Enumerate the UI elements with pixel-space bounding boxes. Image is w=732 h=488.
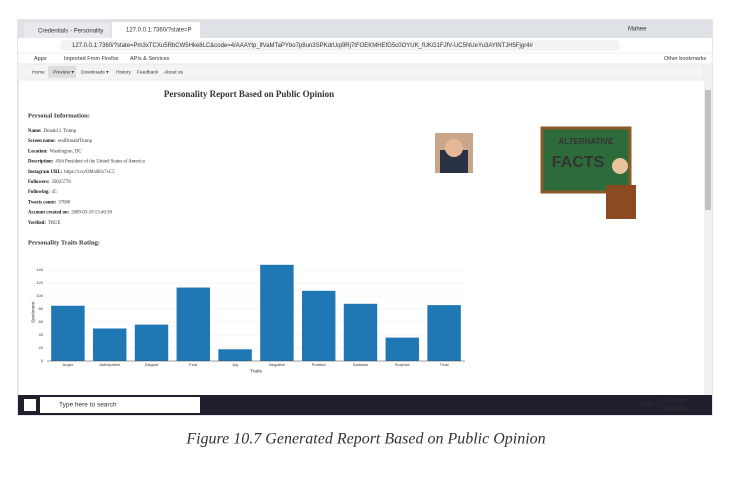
y-tick-label: 20 — [39, 345, 44, 350]
info-field: Name: Donald J. Trump — [28, 129, 77, 134]
field-label: Location: — [28, 149, 48, 154]
section-heading: Personal Information: — [28, 112, 90, 119]
tab[interactable] — [24, 23, 110, 38]
field-value: 50025776 — [52, 180, 72, 185]
field-label: Screen name: — [28, 139, 56, 144]
y-tick-label: 120 — [36, 280, 43, 285]
bar — [385, 337, 420, 361]
field-value: realDonaldTrump — [58, 139, 93, 144]
search-box[interactable] — [40, 397, 200, 413]
scrollbar — [704, 64, 712, 395]
info-field: Following: 45 — [28, 190, 57, 195]
nav-link[interactable]: Home — [32, 69, 45, 75]
y-tick-label: 0 — [41, 358, 44, 363]
image-text: FACTS — [552, 154, 605, 171]
nav-link[interactable]: Downloads ▾ — [81, 69, 109, 75]
nav-link[interactable]: Preview ▾ — [53, 69, 74, 75]
bookmark: Other bookmarks — [664, 56, 706, 62]
y-tick-label: 140 — [36, 267, 43, 272]
field-label: Instagram URL: — [28, 170, 63, 175]
podium — [606, 185, 636, 219]
x-tick-label: Sadness — [353, 362, 369, 367]
bookmark: Apps — [34, 56, 47, 62]
profile-photo-face — [445, 139, 463, 157]
bar — [260, 264, 294, 361]
field-value: Washington, DC — [50, 149, 82, 154]
cartoon-head — [612, 158, 628, 174]
info-field: Verified: TRUE — [28, 221, 61, 226]
x-tick-label: Positive — [312, 362, 327, 367]
caption: Figure 10.7 Generated Report Based on Pu… — [185, 431, 545, 448]
profile-photo-suit — [440, 150, 468, 173]
bar — [51, 305, 85, 361]
field-value: 37060 — [58, 200, 71, 205]
bar — [92, 328, 127, 361]
x-tick-label: Negative — [269, 362, 286, 367]
field-label: Account created on: — [28, 211, 70, 216]
tab-title: Credentials - Personality — [38, 29, 103, 35]
bar — [301, 290, 336, 361]
section-heading: Personality Traits Rating: — [28, 239, 100, 246]
y-tick-label: 80 — [39, 306, 44, 311]
field-label: Followers: — [28, 180, 50, 185]
y-tick-label: 100 — [36, 293, 43, 298]
bar — [134, 324, 169, 361]
info-field: Screen name: realDonaldTrump — [28, 139, 93, 144]
x-axis-label: Traits — [250, 368, 262, 374]
bar — [218, 349, 252, 361]
bookmark: APIs & Services — [130, 56, 170, 62]
tab-active[interactable] — [112, 22, 200, 38]
image-text: ALTERNATIVE — [559, 137, 614, 146]
clock-date: 08-04-2018 — [661, 406, 687, 412]
bar — [343, 303, 378, 361]
x-tick-label: Surprise — [395, 362, 411, 367]
address-bar[interactable] — [60, 40, 620, 51]
x-tick-label: Anger — [63, 362, 74, 367]
x-tick-label: Anticipation — [99, 362, 120, 367]
info-field: Followers: 50025776 — [28, 180, 71, 185]
bookmarks-bar — [17, 52, 713, 65]
x-tick-label: Fear — [189, 362, 198, 367]
scroll-thumb[interactable] — [705, 90, 711, 210]
nav-link[interactable]: Feedback — [137, 69, 159, 75]
start-button[interactable] — [24, 399, 36, 411]
bar — [176, 287, 211, 361]
field-label: Following: — [28, 190, 50, 195]
field-value: Donald J. Trump — [44, 129, 77, 134]
field-label: Description: — [28, 160, 54, 165]
info-field: Description: 45th President of the United… — [28, 160, 146, 165]
info-field: Instagram URL: https://t.co/OMxB0x7xC5 — [28, 170, 115, 175]
bar — [427, 305, 461, 361]
field-label: Tweets count: — [28, 200, 57, 205]
field-label: Verified: — [28, 221, 46, 226]
info-field: Tweets count: 37060 — [28, 200, 71, 205]
info-field: Location: Washington, DC — [28, 149, 82, 154]
nav-active[interactable] — [48, 66, 76, 78]
y-tick-label: 40 — [39, 332, 44, 337]
language: ENG — [642, 402, 654, 408]
clock-time: 07:06 PM — [663, 398, 684, 404]
nav-link[interactable]: History — [116, 69, 132, 75]
field-label: Name: — [28, 129, 42, 134]
report-title: Personality Report Based on Public Opini… — [164, 89, 334, 99]
info-field: Account created on: 2009-03-18 13:46:38 — [28, 211, 112, 216]
x-tick-label: Disgust — [145, 362, 159, 367]
y-axis-label: Sentiment — [30, 301, 36, 323]
tab-title: 127.0.0.1:7360/?state=P — [126, 28, 192, 34]
field-value: https://t.co/OMxB0x7xC5 — [64, 170, 115, 175]
field-value: TRUE — [48, 221, 61, 226]
field-value: 2009-03-18 13:46:38 — [71, 211, 112, 216]
y-tick-label: 60 — [39, 319, 44, 324]
x-tick-label: Trust — [440, 362, 450, 367]
field-value: 45th President of the United States of A… — [55, 160, 145, 165]
x-tick-label: Joy — [232, 362, 238, 367]
window-user: Mahee — [628, 27, 647, 33]
nav-link[interactable]: About us — [164, 69, 184, 75]
field-value: 45 — [52, 190, 57, 195]
url: 127.0.0.1:7360/?state=Pm3xTCXu5RbCW5Hke8… — [72, 43, 534, 49]
search-placeholder: Type here to search — [59, 402, 117, 409]
bookmark: Imported From Firefox — [64, 56, 119, 62]
